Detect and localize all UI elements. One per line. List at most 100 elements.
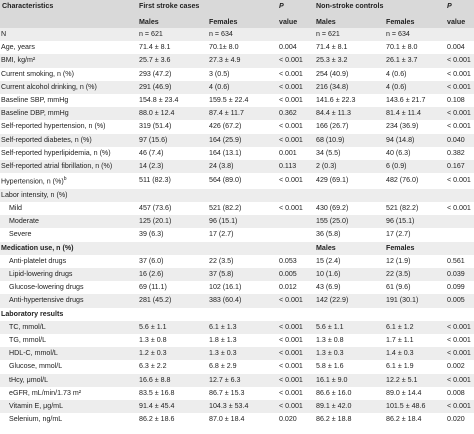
cell-f2: 4 (0.6): [384, 80, 445, 95]
cell-m2: 155 (25.0): [314, 215, 384, 229]
cell-m1: 83.5 ± 16.8: [139, 388, 175, 397]
subheader-females-2: Females: [384, 16, 445, 28]
cell-p1: < 0.001: [279, 362, 303, 371]
cell-f1: 86.7 ± 15.3: [209, 388, 245, 397]
cell-p2: [445, 241, 474, 255]
cell-f2: 521 (82.2): [386, 204, 419, 212]
table-row: Anti-platelet drugs 37 (6.0) 22 (3.5) 0.053…: [0, 255, 474, 268]
cell-f2: 6.1 ± 1.9: [386, 362, 414, 371]
cell-p1: < 0.001: [277, 373, 314, 387]
cell-m2: 84.4 ± 11.3: [314, 107, 384, 121]
row-label: N: [0, 28, 137, 42]
cell-f1: 87.0 ± 18.4: [209, 415, 245, 424]
cell-m1: 16 (2.6): [137, 268, 207, 282]
table-row: Self-reported hyperlipidemia, n (%) 46 (7…: [0, 147, 474, 160]
cell-f1: [207, 308, 277, 321]
header-p-value-2: P: [445, 0, 474, 16]
table-row: BMI, kg/m² 25.7 ± 3.6 27.3 ± 4.9 < 0.001 25.…: [0, 54, 474, 68]
cell-f1: 6.1 ± 1.3: [207, 320, 277, 335]
cell-p2: 0.020: [447, 415, 465, 424]
row-label: TG, mmol/L: [9, 336, 47, 345]
table-subheader-row: Males Females value Males Females value: [0, 16, 474, 28]
row-label: Lipid-lowering drugs: [0, 268, 137, 282]
cell-m2: 71.4 ± 8.1: [316, 43, 348, 52]
table-row: Glucose-lowering drugs 69 (11.1) 102 (16.1…: [0, 281, 474, 294]
cell-m1: [137, 188, 207, 202]
cell-f2: [384, 188, 445, 202]
cell-p2: 0.382: [447, 148, 465, 157]
cell-f1: 426 (67.2): [209, 122, 242, 131]
cell-f2: 17 (2.7): [386, 230, 411, 239]
row-label: Selenium, ng/mL: [9, 415, 63, 424]
cell-m1: 5.6 ± 1.1: [137, 320, 207, 335]
table-row: Vitamin E, μg/mL 91.4 ± 45.4 104.3 ± 53.4 <…: [0, 400, 474, 414]
cell-f1: n = 634: [207, 28, 277, 42]
cell-m1: 37 (6.0): [139, 256, 164, 265]
cell-f1: 3 (0.5): [209, 69, 230, 78]
cell-p2: < 0.001: [447, 336, 471, 345]
cell-p1: 0.012: [279, 283, 297, 292]
cell-p1: < 0.001: [279, 176, 303, 185]
cell-f2: Females: [384, 241, 445, 255]
cell-p1: < 0.001: [277, 320, 314, 335]
row-label: Self-reported hyperlipidemia, n (%): [1, 148, 111, 157]
cell-m2: 5.6 ± 1.1: [314, 320, 384, 335]
cell-m2: 141.6 ± 22.3: [316, 96, 356, 105]
table-row: Selenium, ng/mL 86.2 ± 18.6 87.0 ± 18.4 0.0…: [0, 413, 474, 426]
cell-f2: 94 (14.8): [384, 133, 445, 147]
cell-m1: 86.2 ± 18.6: [139, 415, 175, 424]
table-row: Labor intensity, n (%): [0, 188, 474, 202]
footnote-marker: b: [63, 176, 67, 183]
row-label: Laboratory results: [1, 309, 64, 318]
row-label: Self-reported hypertension, n (%): [1, 122, 106, 131]
cell-m1: 291 (46.9): [137, 80, 207, 95]
cell-p2: < 0.001: [445, 320, 474, 335]
cell-p2: [445, 308, 474, 321]
cell-m2: 36 (5.8): [316, 230, 341, 239]
cell-f1: 383 (60.4): [207, 294, 277, 308]
subheader-males-2: Males: [314, 16, 384, 28]
cell-p2: < 0.001: [445, 54, 474, 68]
table-row: Self-reported hypertension, n (%) 319 (51…: [0, 120, 474, 133]
cell-f2: 61 (9.6): [386, 283, 411, 292]
cell-p2: 0.005: [445, 294, 474, 308]
cell-m2: [314, 188, 384, 202]
table-row: Baseline SBP, mmHg 154.8 ± 23.4 159.5 ± 22…: [0, 94, 474, 107]
row-label: Anti-platelet drugs: [9, 256, 67, 265]
row-label: Severe: [9, 230, 32, 239]
cell-m2: 5.8 ± 1.6: [316, 362, 344, 371]
cell-m2: 429 (69.1): [316, 176, 349, 185]
row-label: HDL-C, mmol/L: [0, 347, 137, 361]
cell-p1: [277, 228, 314, 241]
subheader-value-1: value: [277, 16, 314, 28]
cell-p2: 0.004: [447, 43, 465, 52]
cell-m1: 97 (15.6): [137, 133, 207, 147]
cell-f2: 22 (3.5): [384, 268, 445, 282]
cell-m1: 46 (7.4): [139, 148, 164, 157]
cell-m2: 254 (40.9): [316, 69, 349, 78]
cell-f1: 1.8 ± 1.3: [209, 336, 237, 345]
cell-p2: 0.039: [445, 268, 474, 282]
cell-m1: 25.7 ± 3.6: [137, 54, 207, 68]
cell-m1: 1.3 ± 0.8: [139, 336, 167, 345]
cell-p2: 0.108: [447, 96, 465, 105]
cell-f1: 37 (5.8): [207, 268, 277, 282]
cell-m2: 86.6 ± 16.0: [316, 388, 352, 397]
row-label: Current alcohol drinking, n (%): [0, 80, 137, 95]
cell-f1: 159.5 ± 22.4: [209, 96, 249, 105]
cell-f1: 102 (16.1): [209, 283, 242, 292]
cell-m2: 10 (1.6): [314, 268, 384, 282]
table-row: Age, years 71.4 ± 8.1 70.1± 8.0 0.004 71.4 ±…: [0, 41, 474, 54]
table-row: Self-reported atrial fibrillation, n (%)…: [0, 160, 474, 174]
cell-p1: < 0.001: [279, 388, 303, 397]
cell-p2: 0.561: [447, 256, 465, 265]
cell-p2: 0.099: [447, 283, 465, 292]
table-row: TC, mmol/L 5.6 ± 1.1 6.1 ± 1.3 < 0.001 5.6 ±…: [0, 320, 474, 335]
cell-p1: [277, 188, 314, 202]
cell-m2: 89.1 ± 42.0: [314, 400, 384, 414]
cell-m2: 142 (22.9): [314, 294, 384, 308]
cell-f2: 86.2 ± 18.4: [386, 415, 422, 424]
header-characteristics: Characteristics: [0, 0, 137, 16]
